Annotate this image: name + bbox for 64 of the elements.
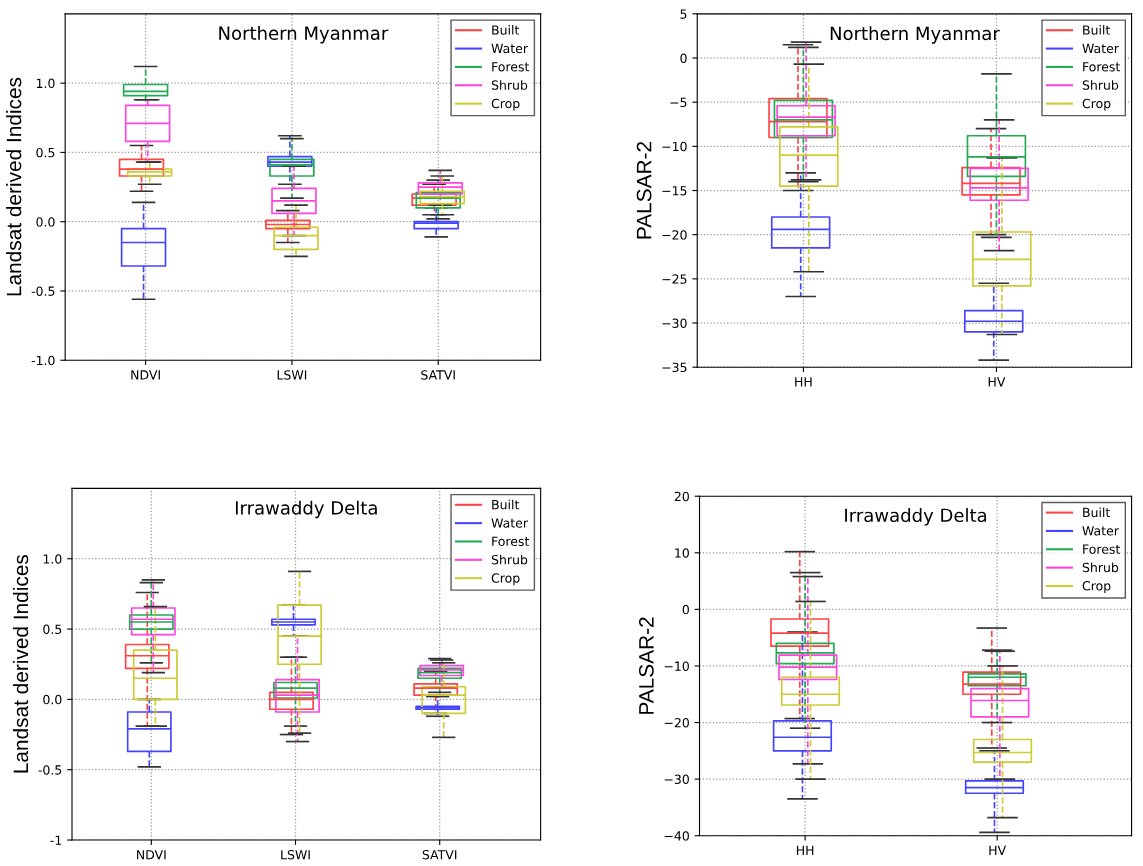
- x-tick-label: SATVI: [421, 370, 455, 380]
- legend-label: Built: [492, 25, 520, 35]
- y-tick-label: 5: [680, 9, 687, 19]
- y-tick-label: 1.0: [43, 554, 62, 564]
- x-tick-label: LSWI: [277, 370, 307, 380]
- y-tick-label: 1.0: [36, 78, 55, 89]
- x-tick-label: NDVI: [131, 370, 160, 380]
- y-tick-label: -1: [50, 835, 62, 845]
- legend-label: Water: [491, 518, 528, 528]
- y-tick-label: −10: [662, 141, 687, 152]
- y-tick-label: −5: [670, 97, 687, 108]
- legend-label: Shrub: [491, 554, 528, 565]
- legend-label: Shrub: [1082, 80, 1119, 90]
- text: Northern Myanmar: [830, 26, 1000, 44]
- legend-label: Crop: [1082, 98, 1111, 111]
- y-tick-label: 0.0: [36, 217, 55, 227]
- y-tick-label: −20: [662, 230, 687, 240]
- y-tick-label: −30: [664, 774, 689, 785]
- legend-label: Water: [491, 43, 528, 54]
- y-tick-label: -0.5: [38, 765, 62, 775]
- x-tick-label: HV: [989, 845, 1007, 855]
- legend-label: Crop: [491, 573, 520, 586]
- legend-label: Water: [1082, 526, 1119, 536]
- x-tick-label: HH: [795, 377, 812, 387]
- text: Irrawaddy Delta: [235, 500, 377, 519]
- y-tick-label: 0.5: [43, 624, 62, 634]
- y-tick-label: 0.0: [43, 694, 62, 705]
- text: Irrawaddy Delta: [845, 508, 987, 526]
- y-tick-label: −20: [664, 718, 689, 728]
- legend-label: Crop: [491, 98, 520, 111]
- y-tick-label: 20: [674, 491, 689, 502]
- legend-label: Shrub: [1082, 562, 1119, 573]
- y-tick-label: 10: [675, 548, 689, 558]
- legend-label: Built: [1083, 25, 1111, 35]
- legend-label: Built: [1083, 507, 1111, 518]
- y-axis-title: PALSAR-2: [638, 617, 654, 714]
- y-tick-label: −25: [662, 274, 687, 284]
- y-tick-label: −15: [662, 186, 687, 196]
- y-tick-label: −40: [664, 831, 689, 841]
- text: Northern Myanmar: [219, 25, 389, 44]
- y-tick-label: -1.0: [31, 355, 55, 366]
- y-axis-title: Landsat derived Indices: [6, 77, 22, 296]
- y-axis-title: PALSAR-2: [636, 141, 652, 239]
- x-tick-label: NDVI: [137, 850, 166, 860]
- legend-label: Forest: [492, 62, 530, 72]
- legend-label: Water: [1082, 43, 1119, 54]
- y-tick-label: −30: [662, 318, 687, 328]
- x-tick-label: LSWI: [281, 849, 310, 860]
- x-tick-label: HH: [796, 845, 814, 855]
- legend-label: Crop: [1082, 581, 1111, 593]
- legend-label: Forest: [492, 536, 530, 547]
- y-tick-label: 0.5: [36, 147, 55, 158]
- legend-label: Shrub: [491, 80, 528, 90]
- y-tick-label: -0.5: [31, 286, 55, 296]
- y-tick-label: −35: [662, 362, 687, 373]
- y-tick-label: 0: [680, 53, 687, 63]
- y-tick-label: 0: [682, 604, 689, 615]
- x-tick-label: HV: [988, 377, 1006, 387]
- legend-label: Forest: [1083, 62, 1121, 72]
- legend-label: Built: [492, 499, 520, 510]
- y-axis-title: Landsat derived Indices: [12, 554, 29, 773]
- x-tick-label: SATVI: [422, 849, 457, 860]
- y-tick-label: −10: [664, 661, 689, 671]
- legend-label: Forest: [1083, 544, 1121, 554]
